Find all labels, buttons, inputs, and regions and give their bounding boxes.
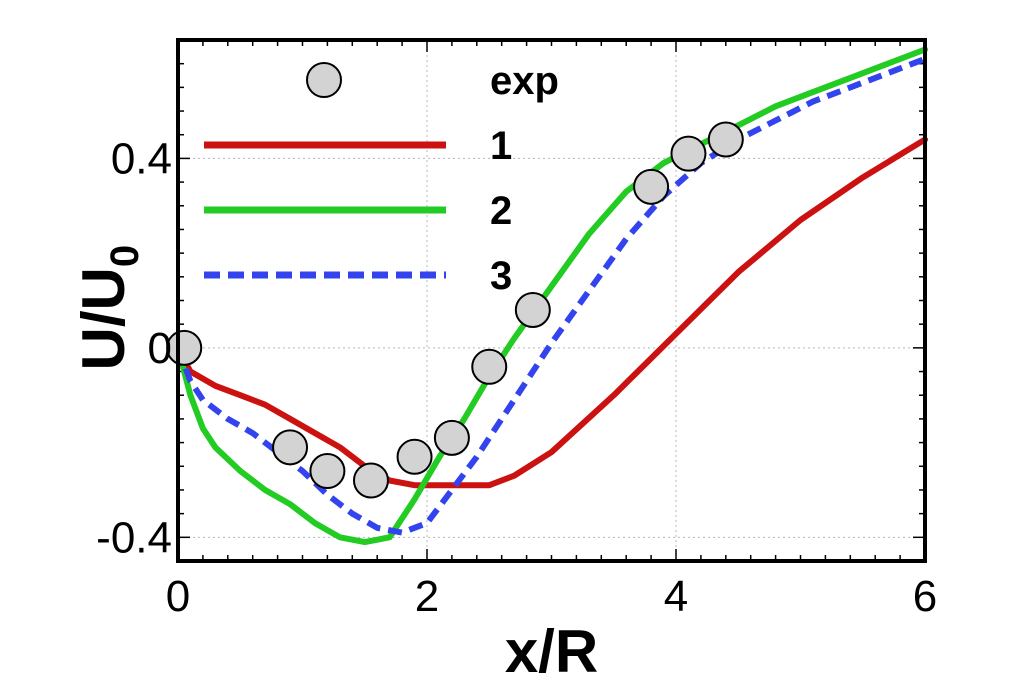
y-axis-title-subscript: 0 xyxy=(103,245,147,267)
grid-lines xyxy=(178,40,925,561)
tick-labels: 0 2 4 6 -0.4 0 0.4 xyxy=(96,134,937,621)
x-tick-label: 2 xyxy=(415,572,439,621)
legend: exp 1 2 3 xyxy=(204,59,559,298)
series-line-2 xyxy=(175,46,928,546)
exp-point xyxy=(471,348,508,385)
exp-markers xyxy=(166,121,744,499)
exp-point xyxy=(166,329,203,366)
exp-point xyxy=(272,429,309,466)
legend-marker-exp xyxy=(306,62,342,98)
y-tick-label: 0.4 xyxy=(111,134,172,183)
y-tick-label: -0.4 xyxy=(96,513,172,562)
exp-point xyxy=(352,462,389,499)
series-line-3 xyxy=(175,56,927,536)
exp-point xyxy=(514,291,551,328)
series-line-1 xyxy=(175,136,928,489)
exp-point xyxy=(670,135,707,172)
x-tick-label: 4 xyxy=(664,572,688,621)
legend-label-3: 3 xyxy=(490,254,512,298)
exp-point xyxy=(707,121,744,158)
exp-point xyxy=(433,419,470,456)
exp-point xyxy=(396,438,433,475)
legend-label-2: 2 xyxy=(490,189,512,233)
legend-label-exp: exp xyxy=(490,59,559,103)
exp-point xyxy=(309,453,346,490)
y-axis-title: U/U0 xyxy=(70,245,147,371)
series-lines xyxy=(175,46,928,546)
plot-frame xyxy=(176,38,927,563)
exp-point xyxy=(633,168,670,205)
x-axis-title: x/R xyxy=(505,618,598,682)
minor-ticks xyxy=(177,40,926,561)
y-axis-title-main: U/U xyxy=(70,267,137,370)
y-tick-label: 0 xyxy=(148,324,172,373)
x-tick-label: 6 xyxy=(913,572,937,621)
x-tick-label: 0 xyxy=(166,572,190,621)
legend-label-1: 1 xyxy=(490,124,512,168)
